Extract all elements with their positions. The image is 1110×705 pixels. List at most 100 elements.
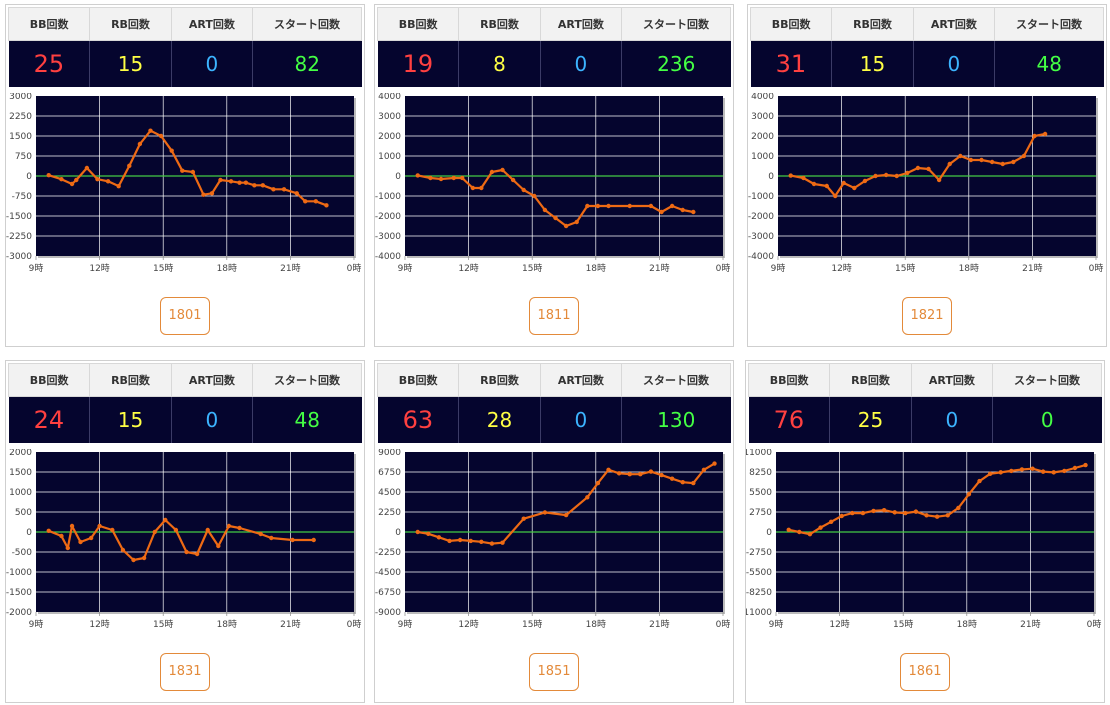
data-point bbox=[915, 165, 921, 171]
y-tick-label: -1500 bbox=[6, 588, 32, 598]
x-tick-label: 18時 bbox=[957, 619, 977, 630]
x-tick-label: 12時 bbox=[89, 619, 109, 630]
x-tick-label: 12時 bbox=[458, 619, 478, 630]
y-tick-label: 3000 bbox=[9, 93, 32, 102]
data-point bbox=[966, 491, 972, 497]
data-point bbox=[574, 219, 579, 225]
x-tick-label: 21時 bbox=[649, 263, 669, 274]
y-tick-label: 3000 bbox=[751, 112, 774, 122]
start-count: 48 bbox=[252, 396, 362, 443]
data-point bbox=[553, 215, 558, 221]
x-tick-label: 9時 bbox=[29, 263, 44, 274]
data-point bbox=[659, 209, 664, 215]
data-point bbox=[833, 193, 838, 199]
data-point bbox=[691, 480, 696, 486]
rb-header: RB回数 bbox=[89, 363, 172, 397]
data-point bbox=[638, 472, 643, 477]
machine-number-button[interactable]: 1861 bbox=[900, 653, 950, 691]
data-point bbox=[173, 527, 179, 533]
stats-table: BB回数 RB回数 ART回数 スタート回数 76 25 0 0 bbox=[747, 363, 1102, 443]
data-point bbox=[1042, 131, 1048, 137]
stats-table: BB回数 RB回数 ART回数 スタート回数 31 15 0 48 bbox=[749, 7, 1104, 87]
y-tick-label: -750 bbox=[12, 192, 33, 202]
start-count: 0 bbox=[992, 396, 1102, 443]
machine-number-button[interactable]: 1801 bbox=[160, 297, 210, 335]
stats-table: BB回数 RB回数 ART回数 スタート回数 63 28 0 130 bbox=[376, 363, 731, 443]
y-tick-label: -2250 bbox=[375, 548, 401, 558]
machine-number-button[interactable]: 1811 bbox=[529, 297, 579, 335]
stats-table: BB回数 RB回数 ART回数 スタート回数 24 15 0 48 bbox=[7, 363, 362, 443]
data-point bbox=[585, 203, 590, 209]
start-count: 236 bbox=[621, 40, 731, 87]
data-point bbox=[1011, 159, 1016, 165]
y-tick-label: 5500 bbox=[749, 488, 772, 498]
data-point bbox=[510, 177, 516, 183]
start-header: スタート回数 bbox=[621, 7, 731, 41]
data-point bbox=[924, 513, 929, 518]
x-tick-label: 15時 bbox=[522, 263, 542, 274]
data-point bbox=[500, 167, 505, 173]
data-point bbox=[1083, 462, 1088, 468]
data-point bbox=[521, 187, 526, 193]
data-point bbox=[110, 527, 115, 533]
data-point bbox=[936, 177, 942, 183]
data-point bbox=[521, 516, 526, 521]
start-count: 82 bbox=[252, 40, 362, 87]
data-point bbox=[59, 533, 64, 539]
data-point bbox=[563, 512, 569, 518]
y-tick-label: -1000 bbox=[6, 568, 32, 578]
data-point bbox=[1062, 468, 1067, 474]
machine-card: BB回数 RB回数 ART回数 スタート回数 19 8 0 236 4000 30… bbox=[374, 4, 734, 347]
stats-table: BB回数 RB回数 ART回数 スタート回数 19 8 0 236 bbox=[376, 7, 731, 87]
data-point bbox=[894, 173, 899, 179]
art-header: ART回数 bbox=[910, 363, 994, 397]
y-tick-label: -2750 bbox=[746, 548, 772, 558]
data-point bbox=[947, 161, 952, 167]
bb-header: BB回数 bbox=[376, 7, 460, 41]
data-point bbox=[131, 557, 136, 563]
y-tick-label: 0 bbox=[766, 528, 772, 538]
x-tick-label: 0時 bbox=[1087, 619, 1102, 630]
machine-number-button[interactable]: 1821 bbox=[902, 297, 952, 335]
data-point bbox=[500, 540, 505, 545]
data-point bbox=[595, 203, 601, 209]
data-point bbox=[1040, 469, 1046, 474]
y-tick-label: -2000 bbox=[375, 212, 401, 222]
data-point bbox=[97, 523, 102, 529]
machine-number-button[interactable]: 1851 bbox=[529, 653, 579, 691]
data-point bbox=[84, 165, 90, 171]
y-tick-label: 0 bbox=[395, 172, 401, 182]
rb-count: 28 bbox=[458, 396, 541, 443]
y-tick-label: 2000 bbox=[9, 449, 32, 458]
data-point bbox=[216, 543, 221, 549]
y-tick-label: -3000 bbox=[375, 232, 401, 242]
data-point bbox=[1051, 470, 1056, 475]
x-tick-label: 18時 bbox=[959, 263, 979, 274]
data-point bbox=[237, 180, 242, 185]
data-point bbox=[252, 183, 257, 188]
x-tick-label: 0時 bbox=[347, 263, 362, 274]
data-point bbox=[595, 480, 601, 486]
y-tick-label: 4000 bbox=[751, 93, 774, 102]
data-point bbox=[1032, 133, 1037, 139]
x-tick-label: 21時 bbox=[649, 619, 669, 630]
data-point bbox=[828, 519, 834, 525]
bb-count: 19 bbox=[377, 40, 459, 87]
data-point bbox=[218, 177, 223, 183]
data-point bbox=[436, 535, 442, 540]
data-point bbox=[438, 176, 444, 182]
art-count: 0 bbox=[170, 40, 253, 87]
data-point bbox=[712, 461, 717, 466]
data-point bbox=[324, 203, 329, 208]
data-point bbox=[839, 513, 844, 519]
y-tick-label: 0 bbox=[26, 528, 32, 538]
y-tick-label: -6750 bbox=[375, 588, 401, 598]
bb-header: BB回数 bbox=[376, 363, 460, 397]
art-header: ART回数 bbox=[539, 7, 623, 41]
data-point bbox=[258, 531, 263, 537]
art-header: ART回数 bbox=[539, 363, 623, 397]
machine-number-button[interactable]: 1831 bbox=[160, 653, 210, 691]
x-tick-label: 0時 bbox=[716, 263, 731, 274]
